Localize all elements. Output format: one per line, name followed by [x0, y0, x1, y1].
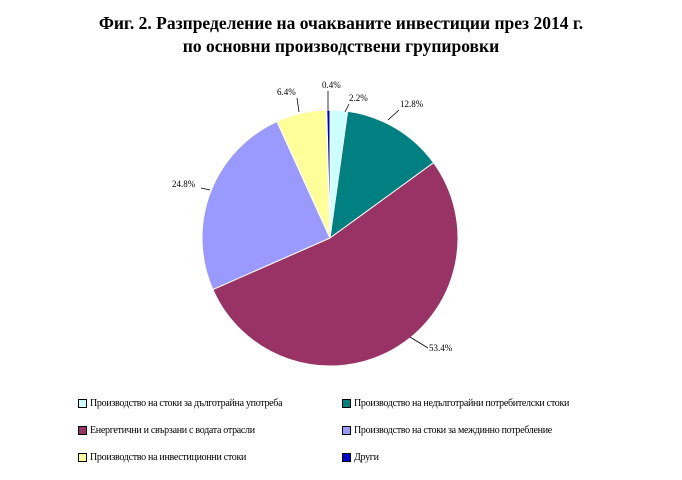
pie-data-labels: 2.2% 12.8% 53.4% 24.8% 6.4% 0.4%: [172, 80, 453, 353]
legend-label: Производство на инвестиционни стоки: [90, 452, 247, 463]
legend-label: Енергетични и свързани с водата отрасли: [90, 425, 255, 436]
data-label: 53.4%: [429, 343, 453, 353]
pie-slice: [326, 109, 331, 239]
legend-label: Други: [354, 452, 379, 463]
leader-line: [344, 103, 350, 113]
data-label: 12.8%: [400, 99, 424, 109]
legend-swatch: [78, 426, 87, 435]
chart-title: Фиг. 2. Разпределение на очакваните инве…: [0, 12, 682, 58]
legend-item: Производство на стоки за дълготрайна упо…: [78, 398, 283, 409]
legend-label: Производство на стоки за междинно потреб…: [354, 425, 552, 436]
chart-title-line-2: по основни производствени групировки: [182, 36, 500, 56]
leader-line: [387, 109, 400, 121]
data-label: 2.2%: [349, 93, 368, 103]
pie-leader-lines: [200, 91, 429, 349]
legend-swatch: [78, 399, 87, 408]
pie-slice: [212, 162, 459, 367]
legend-item: Производство на недълготрайни потребител…: [342, 398, 569, 409]
legend-item: Други: [342, 452, 379, 463]
data-label: 24.8%: [172, 179, 196, 189]
legend-swatch: [342, 399, 351, 408]
pie-slice: [329, 110, 435, 240]
legend-item: Производство на инвестиционни стоки: [78, 452, 246, 463]
legend-swatch: [342, 453, 351, 462]
pie-slices: [201, 109, 459, 367]
legend-label: Производство на стоки за дълготрайна упо…: [90, 398, 283, 409]
data-label: 0.4%: [322, 80, 341, 90]
data-label: 6.4%: [277, 87, 296, 97]
legend-item: Енергетични и свързани с водата отрасли: [78, 425, 255, 436]
chart-title-line-1: Фиг. 2. Разпределение на очакваните инве…: [98, 13, 584, 33]
legend-item: Производство на стоки за междинно потреб…: [342, 425, 552, 436]
leader-line: [200, 187, 211, 191]
legend-swatch: [342, 426, 351, 435]
legend-swatch: [78, 453, 87, 462]
legend-label: Производство на недълготрайни потребител…: [354, 398, 570, 409]
pie-slice: [201, 120, 331, 291]
leader-line: [409, 336, 429, 349]
leader-line: [296, 97, 300, 113]
